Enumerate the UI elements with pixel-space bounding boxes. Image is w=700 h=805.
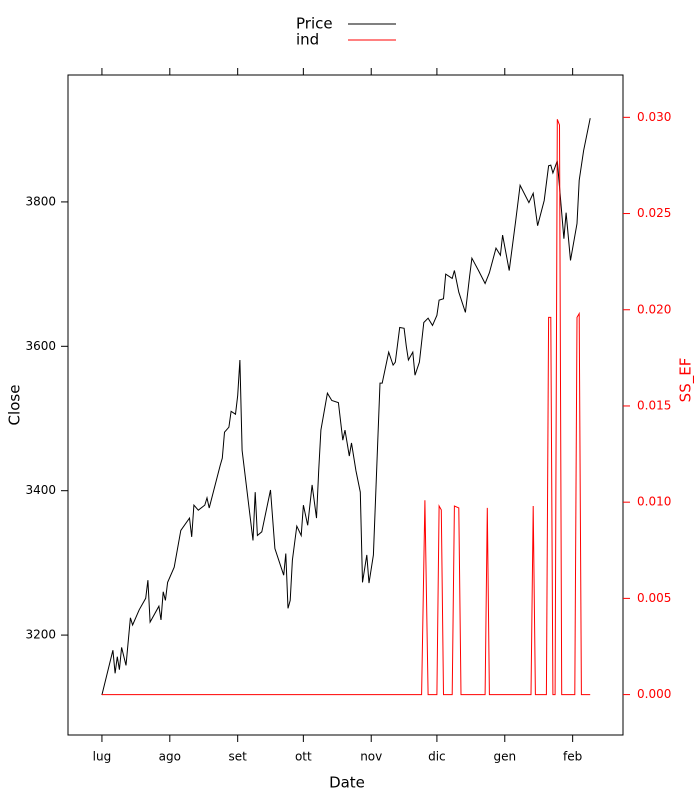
y-tick-label: 3800 [25,194,56,208]
y-axis-label: Close [6,385,24,426]
legend-label: ind [296,31,319,49]
x-tick-label: dic [428,750,446,764]
y2-tick-label: 0.015 [637,398,671,412]
plot-frame [67,74,624,736]
y2-tick-label: 0.020 [637,302,671,316]
x-tick-label: nov [360,750,382,764]
y2-tick-label: 0.030 [637,110,671,124]
y2-tick-label: 0.000 [637,687,671,701]
y-tick-label: 3600 [25,339,56,353]
series-line [101,118,591,696]
x-axis-label: Date [329,774,365,792]
y2-tick-label: 0.010 [637,495,671,509]
legend-label: Price [296,15,333,33]
y2-tick-label: 0.025 [637,206,671,220]
x-tick-label: gen [493,750,516,764]
x-tick-label: feb [563,750,582,764]
series-line [101,119,591,696]
y-tick-label: 3200 [25,628,56,642]
x-tick-label: lug [93,750,112,764]
y2-axis-label: SS_EF [677,358,696,403]
y-tick-label: 3400 [25,483,56,497]
y2-tick-label: 0.005 [637,591,671,605]
x-tick-label: ago [159,750,181,764]
x-tick-label: set [229,750,248,764]
x-tick-label: ott [295,750,312,764]
